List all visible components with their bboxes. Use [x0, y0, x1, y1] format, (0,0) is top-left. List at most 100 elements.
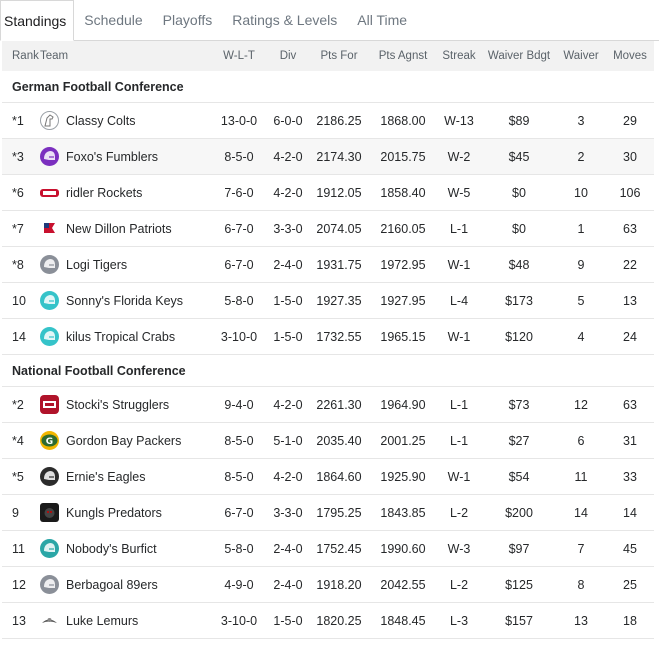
wlt-cell: 5-8-0: [210, 282, 268, 319]
waiver-cell: 14: [556, 494, 606, 531]
table-row: 9 Kungls Predators 6-7-0 3-3-0 1795.25 1843.8…: [2, 494, 654, 531]
team-info: Classy Colts: [40, 111, 210, 130]
col-waiver[interactable]: Waiver: [563, 50, 599, 62]
table-row: *1 Classy Colts 13-0-0 6-0-0 2186.25 1868.00 W…: [2, 102, 654, 139]
pts-for-cell: 1918.20: [308, 566, 370, 603]
div-cell: 3-3-0: [268, 210, 308, 247]
tab-schedule[interactable]: Schedule: [84, 12, 143, 28]
waiver-bdgt-cell: $120: [482, 318, 556, 355]
team-name-link[interactable]: Sonny's Florida Keys: [66, 293, 184, 308]
rank-cell: *7: [2, 210, 40, 247]
pts-for-cell: 2035.40: [308, 422, 370, 459]
pts-agnst-cell: 1972.95: [370, 246, 436, 283]
tab-ratings-levels[interactable]: Ratings & Levels: [232, 12, 338, 28]
team-name-link[interactable]: Foxo's Fumblers: [66, 149, 158, 164]
pts-for-cell: 1931.75: [308, 246, 370, 283]
helmet-icon: [40, 575, 59, 594]
badge-icon: [40, 395, 59, 414]
col-wlt[interactable]: W-L-T: [223, 50, 255, 62]
div-cell: 2-4-0: [268, 530, 308, 567]
team-name-link[interactable]: Nobody's Burfict: [66, 541, 157, 556]
div-cell: 2-4-0: [268, 566, 308, 603]
col-team[interactable]: Team: [40, 50, 69, 62]
team-cell: Kungls Predators: [40, 494, 210, 531]
pts-agnst-cell: 1843.85: [370, 494, 436, 531]
waiver-bdgt-cell: $0: [482, 174, 556, 211]
wlt-cell: 4-9-0: [210, 566, 268, 603]
waiver-cell: 1: [556, 210, 606, 247]
streak-cell: W-1: [436, 458, 482, 495]
pts-agnst-cell: 1848.45: [370, 602, 436, 639]
streak-cell: L-1: [436, 386, 482, 423]
pts-agnst-cell: 1927.95: [370, 282, 436, 319]
pts-agnst-cell: 1858.40: [370, 174, 436, 211]
col-streak[interactable]: Streak: [442, 50, 476, 62]
waiver-cell: 10: [556, 174, 606, 211]
team-info: Stocki's Strugglers: [40, 395, 210, 414]
team-name-link[interactable]: Berbagoal 89ers: [66, 577, 158, 592]
pts-agnst-cell: 2015.75: [370, 138, 436, 175]
team-cell: Luke Lemurs: [40, 602, 210, 639]
col-pts-for[interactable]: Pts For: [320, 50, 358, 62]
waiver-bdgt-cell: $48: [482, 246, 556, 283]
team-name-link[interactable]: Logi Tigers: [66, 257, 128, 272]
team-name-link[interactable]: Kungls Predators: [66, 505, 162, 520]
team-name-link[interactable]: Classy Colts: [66, 113, 136, 128]
tab-all-time[interactable]: All Time: [357, 12, 408, 28]
table-row: *8 Logi Tigers 6-7-0 2-4-0 1931.75 1972.95 W-1…: [2, 246, 654, 283]
waiver-cell: 12: [556, 386, 606, 423]
wlt-cell: 6-7-0: [210, 494, 268, 531]
col-waiver-bdgt[interactable]: Waiver Bdgt: [487, 50, 551, 62]
table-row: *5 Ernie's Eagles 8-5-0 4-2-0 1864.60 1925.90…: [2, 458, 654, 495]
moves-cell: 45: [606, 530, 654, 567]
team-name-link[interactable]: ridler Rockets: [66, 185, 143, 200]
rank-cell: 13: [2, 602, 40, 639]
rank-cell: *2: [2, 386, 40, 423]
pts-agnst-cell: 2042.55: [370, 566, 436, 603]
team-name-link[interactable]: Ernie's Eagles: [66, 469, 146, 484]
horse-icon: [40, 111, 59, 130]
wlt-cell: 3-10-0: [210, 318, 268, 355]
team-cell: Foxo's Fumblers: [40, 138, 210, 175]
team-cell: Stocki's Strugglers: [40, 386, 210, 423]
streak-cell: L-2: [436, 494, 482, 531]
pts-for-cell: 1912.05: [308, 174, 370, 211]
team-name-link[interactable]: kilus Tropical Crabs: [66, 329, 176, 344]
moves-cell: 18: [606, 602, 654, 639]
pts-agnst-cell: 2160.05: [370, 210, 436, 247]
wlt-cell: 7-6-0: [210, 174, 268, 211]
pts-agnst-cell: 1925.90: [370, 458, 436, 495]
streak-cell: W-1: [436, 246, 482, 283]
ridler-logo-icon: [40, 186, 59, 199]
waiver-bdgt-cell: $54: [482, 458, 556, 495]
tab-playoffs[interactable]: Playoffs: [162, 12, 213, 28]
col-div[interactable]: Div: [279, 50, 297, 62]
pts-for-cell: 2074.05: [308, 210, 370, 247]
moves-cell: 29: [606, 102, 654, 139]
team-name-link[interactable]: Stocki's Strugglers: [66, 397, 170, 412]
team-name-link[interactable]: New Dillon Patriots: [66, 221, 172, 236]
table-row: *3 Foxo's Fumblers 8-5-0 4-2-0 2174.30 2015.7…: [2, 138, 654, 175]
streak-cell: W-5: [436, 174, 482, 211]
team-name-link[interactable]: Gordon Bay Packers: [66, 433, 182, 448]
col-moves[interactable]: Moves: [613, 50, 647, 62]
rank-cell: 14: [2, 318, 40, 355]
col-rank[interactable]: Rank: [12, 50, 39, 62]
col-pts-agnst[interactable]: Pts Agnst: [378, 50, 428, 62]
team-info: Sonny's Florida Keys: [40, 291, 210, 310]
table-row: *6 ridler Rockets 7-6-0 4-2-0 1912.05 1858.40…: [2, 174, 654, 211]
table-row: 10 Sonny's Florida Keys 5-8-0 1-5-0 1927.35 1…: [2, 282, 654, 319]
team-name-link[interactable]: Luke Lemurs: [66, 613, 139, 628]
team-info: G Gordon Bay Packers: [40, 431, 210, 450]
team-cell: Sonny's Florida Keys: [40, 282, 210, 319]
moves-cell: 33: [606, 458, 654, 495]
rank-cell: *8: [2, 246, 40, 283]
div-cell: 4-2-0: [268, 174, 308, 211]
lemur-icon: [40, 611, 59, 630]
waiver-bdgt-cell: $157: [482, 602, 556, 639]
team-info: Ernie's Eagles: [40, 467, 210, 486]
table-row: *2 Stocki's Strugglers 9-4-0 4-2-0 2261.30 19…: [2, 386, 654, 423]
waiver-bdgt-cell: $89: [482, 102, 556, 139]
tab-standings[interactable]: Standings: [0, 0, 75, 41]
standings-tabs: Standings Schedule Playoffs Ratings & Le…: [0, 0, 659, 41]
